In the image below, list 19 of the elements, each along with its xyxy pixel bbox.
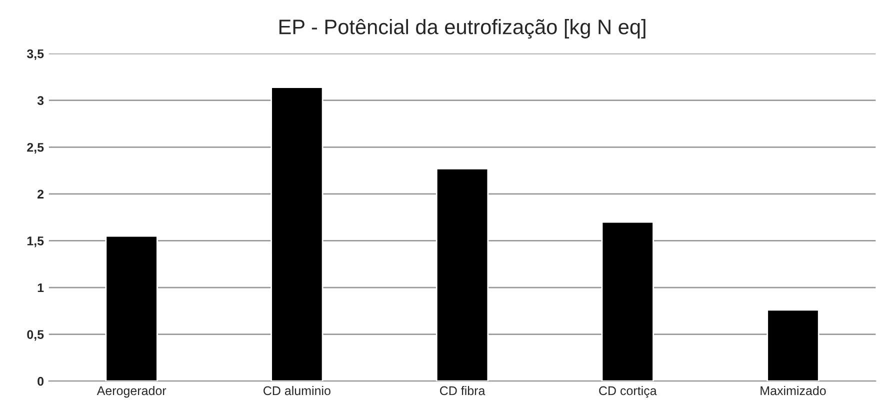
y-tick-label: 1,5 bbox=[27, 236, 44, 248]
y-tick-label: 2 bbox=[38, 190, 44, 198]
bar bbox=[436, 168, 489, 382]
y-tick-label: 0,5 bbox=[27, 330, 44, 341]
bar bbox=[601, 221, 654, 382]
x-tick-label: CD cortiça bbox=[599, 386, 657, 398]
bar bbox=[270, 86, 324, 382]
y-tick-label: 0 bbox=[38, 376, 44, 386]
x-tick-label: CD aluminio bbox=[264, 386, 330, 396]
y-tick-label: 2,5 bbox=[27, 142, 44, 154]
chart-title: EP - Potêncial da eutrofização [kg N eq] bbox=[279, 18, 646, 39]
x-tick-label: CD fibra bbox=[440, 386, 486, 396]
y-tick-label: 3 bbox=[37, 96, 44, 106]
y-tick-label: 3,5 bbox=[26, 49, 44, 60]
bar bbox=[105, 235, 158, 382]
y-tick-label: 1 bbox=[38, 283, 44, 292]
x-tick-label: Aerogerador bbox=[96, 386, 166, 398]
bar bbox=[766, 309, 820, 382]
x-tick-label: Maximizado bbox=[760, 386, 826, 396]
